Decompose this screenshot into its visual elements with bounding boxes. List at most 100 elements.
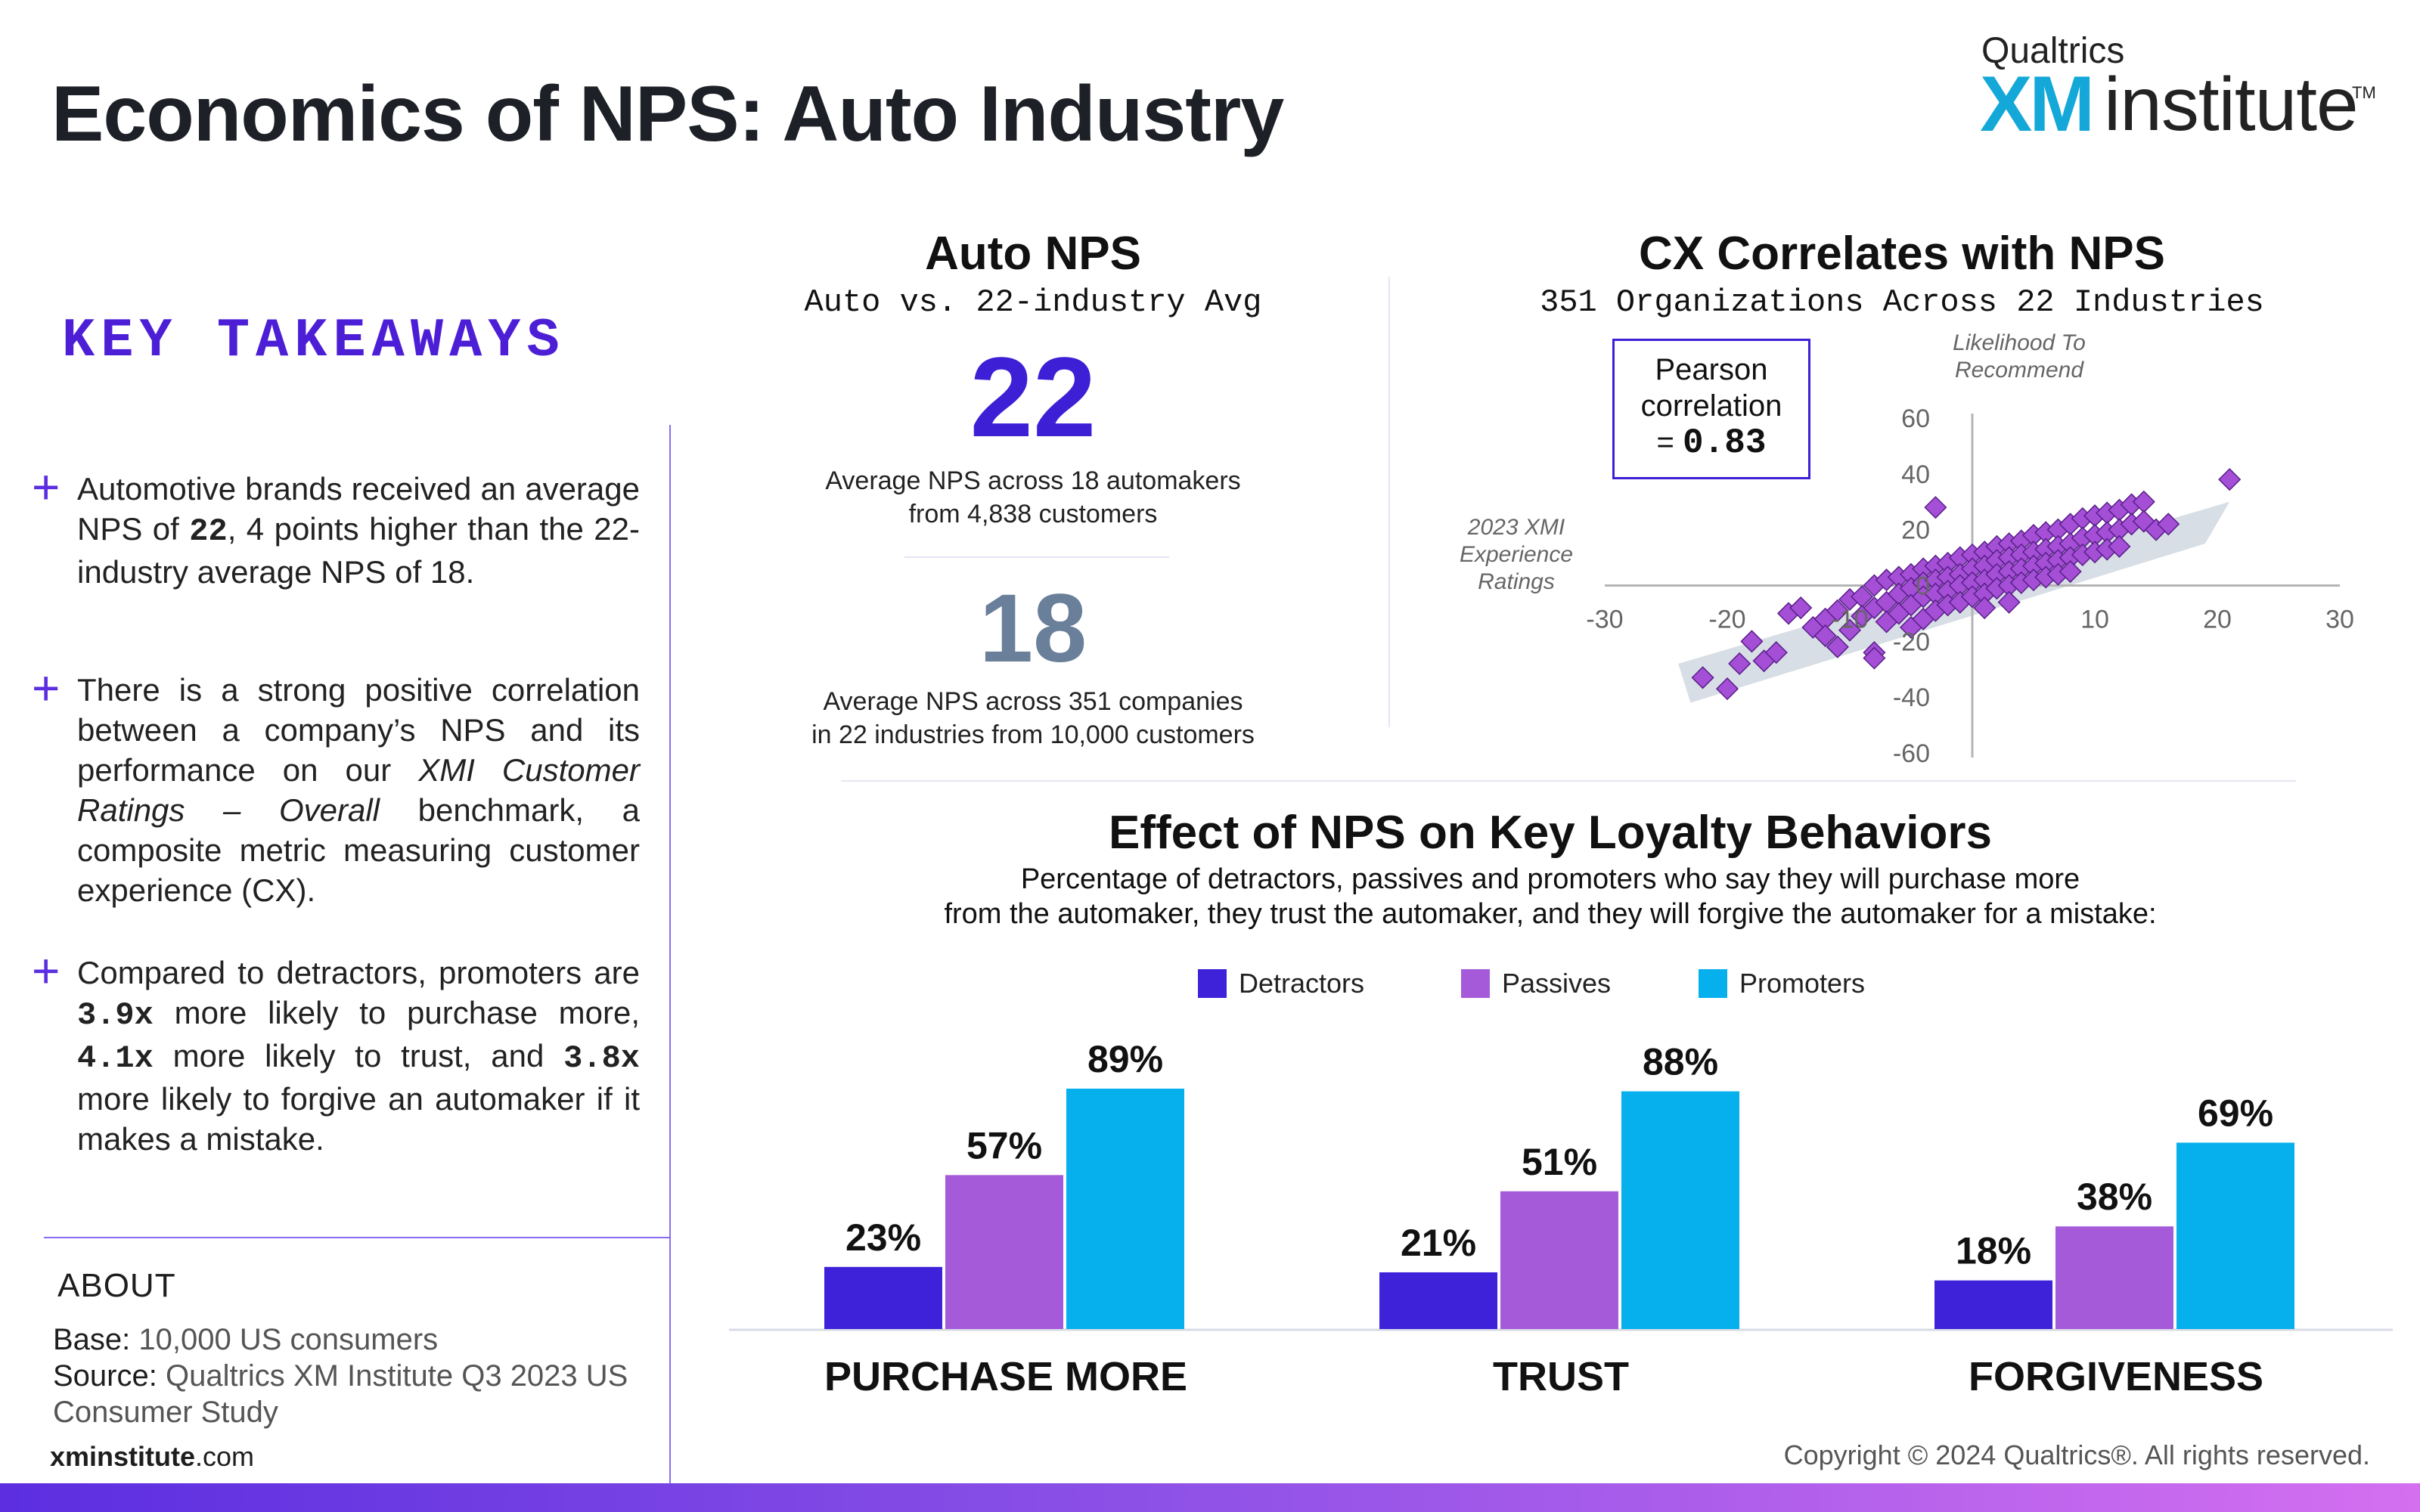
scatter-point — [2059, 559, 2082, 584]
cx-chart-title: CX Correlates with NPS — [1639, 228, 2165, 280]
pearson-value-line: = 0.83 — [1615, 424, 1808, 461]
y-tick-label: -60 — [1893, 739, 1930, 768]
bar-detractors — [1934, 1280, 2052, 1329]
plus-icon: + — [32, 460, 60, 514]
takeaway-3-highlight-forgive: 3.8x — [563, 1040, 640, 1077]
x-axis-caption-line-1: 2023 XMI — [1467, 515, 1565, 540]
bar-promoters — [1621, 1091, 1739, 1329]
scatter-point — [1826, 635, 1849, 658]
category-label-forgiveness: FORGIVENESS — [1968, 1354, 2264, 1399]
logo-institute-text: institute — [2104, 62, 2359, 147]
legend-swatch-passives — [1461, 969, 1490, 998]
takeaways-divider-vertical — [669, 425, 671, 1483]
takeaway-2-benchmark: XMI Customer Ratings – Overall — [77, 752, 640, 828]
industry-avg-caption-line-1: Average NPS across 351 companies — [823, 687, 1243, 716]
legend-swatch-detractors — [1198, 969, 1227, 998]
x-axis-caption-line-2: Experience — [1459, 542, 1574, 567]
bar-value-label: 38% — [2077, 1176, 2152, 1218]
bar-value-label: 51% — [1522, 1141, 1597, 1183]
x-tick-label: -20 — [1708, 606, 1745, 634]
takeaway-3-text-3: more likely to trust, and — [153, 1038, 564, 1074]
takeaway-1-highlight: 22 — [189, 513, 228, 550]
category-label-purchase-more: PURCHASE MORE — [824, 1354, 1188, 1399]
logo-qualtrics-text: Qualtrics — [1981, 31, 2125, 71]
auto-nps-subtitle: Auto vs. 22-industry Avg — [804, 284, 1262, 321]
x-axis-caption: 2023 XMI Experience Ratings — [1422, 514, 1611, 596]
takeaway-2: There is a strong positive correlation b… — [77, 670, 640, 910]
bar-value-label: 69% — [2198, 1092, 2273, 1134]
takeaway-3-highlight-trust: 4.1x — [77, 1040, 154, 1077]
about-source-label: Source: — [53, 1359, 157, 1393]
takeaway-1-text-end: , 4 points higher than the 22-industry a… — [77, 511, 640, 590]
x-tick-label: 20 — [2203, 606, 2232, 634]
about-base: Base: 10,000 US consumers — [53, 1321, 438, 1358]
y-tick-label: -20 — [1893, 627, 1930, 656]
y-axis-caption-line-2: Recommend — [1954, 358, 2084, 383]
takeaway-1: Automotive brands received an average NP… — [77, 469, 640, 592]
industry-avg-caption-line-2: in 22 industries from 10,000 customers — [811, 720, 1255, 749]
auto-nps-caption-line-1: Average NPS across 18 automakers — [825, 466, 1241, 495]
y-axis-caption-line-1: Likelihood To — [1953, 330, 2086, 355]
auto-nps-value: 22 — [970, 333, 1097, 460]
scatter-point — [2157, 513, 2180, 536]
about-title: ABOUT — [57, 1267, 176, 1304]
scatter-point — [1789, 596, 1813, 620]
loyalty-subtitle-line-1: Percentage of detractors, passives and p… — [1020, 863, 2080, 895]
auto-nps-title: Auto NPS — [925, 228, 1141, 280]
loyalty-subtitle-line-2: from the automaker, they trust the autom… — [944, 898, 2157, 930]
about-source: Source: Qualtrics XM Institute Q3 2023 U… — [53, 1358, 628, 1394]
scatter-point — [1826, 599, 1849, 622]
loyalty-chart-title: Effect of NPS on Key Loyalty Behaviors — [1109, 807, 1992, 859]
copyright-notice: Copyright © 2024 Qualtrics®. All rights … — [1783, 1439, 2370, 1470]
auto-nps-caption: Average NPS across 18 automakers from 4,8… — [768, 464, 1298, 531]
takeaway-2-text: There is a strong positive correlation b… — [77, 672, 640, 788]
industry-avg-nps-value: 18 — [979, 575, 1087, 683]
scatter-point — [1838, 618, 1862, 642]
bar-value-label: 21% — [1401, 1222, 1476, 1264]
cx-chart-subtitle: 351 Organizations Across 22 Industries — [1540, 284, 2264, 321]
bar-value-label: 88% — [1643, 1041, 1718, 1083]
legend-label-promoters: Promoters — [1739, 968, 1866, 999]
cx-scatter-plot: -30 -20 -10 10 20 30 60 40 20 0 -20 -40 -60 — [1586, 404, 2354, 768]
page-title: Economics of NPS: Auto Industry — [51, 70, 1284, 158]
x-tick-label: 30 — [2325, 606, 2354, 634]
pearson-label-1: Pearson — [1655, 353, 1768, 386]
scatter-point — [1764, 641, 1788, 665]
plus-icon: + — [32, 661, 60, 715]
about-source-value: Qualtrics XM Institute Q3 2023 US — [165, 1359, 628, 1393]
bar-value-label: 57% — [966, 1124, 1042, 1167]
about-base-value: 10,000 US consumers — [138, 1323, 439, 1356]
y-tick-label: 0 — [1916, 572, 1930, 601]
scatter-point — [1924, 496, 1947, 519]
bar-value-label: 23% — [845, 1216, 921, 1259]
x-axis-caption-line-3: Ratings — [1478, 569, 1555, 594]
takeaway-3-text-4: more likely to forgive an automaker if i… — [77, 1081, 640, 1157]
bar-passives — [2055, 1226, 2173, 1329]
about-base-label: Base: — [53, 1323, 131, 1356]
takeaway-3-text: Compared to detractors, promoters are — [77, 955, 640, 990]
takeaways-divider-horizontal — [44, 1237, 670, 1238]
footer-gradient-bar — [0, 1483, 2420, 1512]
pearson-correlation-box: Pearson correlation = 0.83 — [1612, 339, 1810, 479]
scatter-point — [1813, 624, 1837, 648]
logo-xm-text: XM — [1980, 60, 2095, 148]
website-link-bold: xminstitute — [50, 1441, 196, 1472]
website-link[interactable]: xminstitute.com — [50, 1441, 254, 1473]
y-tick-label: -40 — [1893, 683, 1930, 712]
scatter-point — [2108, 534, 2131, 558]
scatter-point — [1691, 666, 1714, 689]
loyalty-bar-chart: 23% 57% 89% 21% 51% 88% 18% 38% 69% — [729, 1038, 2393, 1331]
plus-icon: + — [32, 943, 60, 998]
scatter-point — [1997, 590, 2021, 614]
x-tick-label: -10 — [1831, 606, 1868, 634]
scatter-point — [1973, 596, 1996, 620]
bar-passives — [1500, 1191, 1618, 1329]
x-tick-label: 10 — [2080, 606, 2109, 634]
loyalty-chart-subtitle: Percentage of detractors, passives and p… — [832, 862, 2269, 931]
scatter-point — [1740, 630, 1764, 653]
pearson-label-2: correlation — [1640, 389, 1782, 423]
nps-divider — [904, 556, 1169, 558]
legend-label-passives: Passives — [1502, 968, 1612, 999]
auto-nps-caption-line-2: from 4,838 customers — [908, 500, 1158, 528]
scatter-point — [1728, 652, 1751, 675]
